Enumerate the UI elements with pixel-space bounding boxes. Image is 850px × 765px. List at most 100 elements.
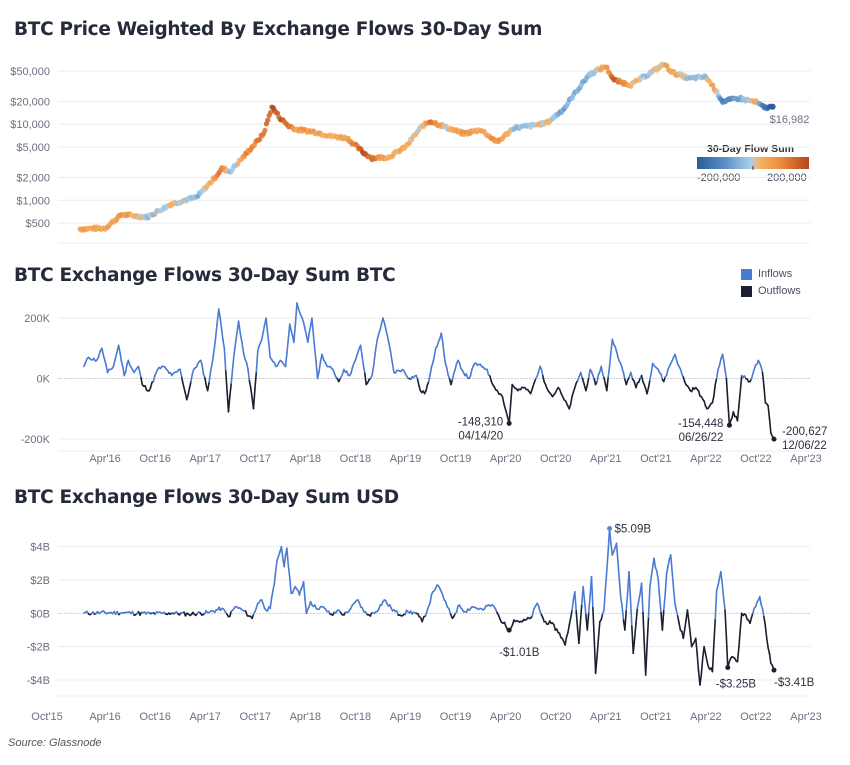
- btc-flow-segment: [429, 366, 433, 376]
- color-legend-title: 30-Day Flow Sum: [707, 143, 794, 155]
- btc-flow-segment: [311, 317, 315, 335]
- btc-flow-segment: [531, 382, 535, 390]
- usd-flow-segment: [699, 673, 703, 686]
- usd-flow-segment: [765, 637, 769, 649]
- btc-flow-segment: [443, 353, 447, 365]
- btc-flow-segment: [149, 381, 153, 389]
- btc-flow-segment: [697, 390, 701, 397]
- price-point: [267, 109, 274, 116]
- usd-flow-segment: [752, 607, 755, 615]
- btc-flow-segment: [286, 338, 290, 354]
- x-tick-label: Apr'23: [790, 453, 821, 465]
- annotation-value: -$3.41B: [774, 677, 815, 689]
- x-tick-label: Oct'22: [740, 711, 771, 723]
- btc-flow-segment: [359, 344, 363, 357]
- btc-flow-segment: [629, 371, 634, 380]
- usd-flow-segment: [640, 582, 644, 614]
- x-tick-label: Apr'22: [690, 711, 721, 723]
- btc-flow-segment: [646, 386, 650, 395]
- annotation-marker: [506, 420, 512, 426]
- btc-flow-segment: [217, 308, 221, 319]
- usd-flow-segment: [633, 622, 637, 640]
- outflows-swatch: [741, 285, 752, 297]
- usd-flow-segment: [604, 570, 608, 591]
- color-legend-min-label: -200,000: [697, 172, 741, 184]
- btc-flow-segment: [214, 323, 218, 342]
- btc-flow-segment: [124, 363, 128, 373]
- btc-flow-segment: [248, 379, 252, 389]
- x-tick-label: Apr'18: [290, 711, 321, 723]
- btc-flow-segment: [245, 361, 249, 371]
- btc-flow-segment: [350, 366, 354, 375]
- usd-flow-segment: [288, 576, 292, 595]
- x-tick-label: Oct'20: [540, 711, 571, 723]
- usd-flow-segment: [719, 570, 724, 584]
- btc-flow-segment: [362, 364, 366, 375]
- btc-flow-segment: [622, 372, 626, 381]
- btc-flow-segment: [284, 352, 288, 368]
- usd-flow-segment: [635, 607, 639, 625]
- btc-flow-segment: [714, 377, 718, 386]
- usd-flow-segment: [682, 628, 686, 640]
- btc-flow-segment: [219, 316, 223, 330]
- btc-flow-segment: [252, 388, 256, 410]
- btc-flow-segment: [574, 382, 578, 389]
- usd-flow-segment: [531, 608, 535, 617]
- usd-flow-segment: [421, 615, 425, 623]
- usd-flow-segment: [650, 566, 654, 578]
- btc-flow-segment: [138, 371, 142, 379]
- annotation-value: $5.09B: [615, 524, 652, 536]
- usd-flow-segment: [649, 576, 653, 588]
- usd-flow-segment: [304, 598, 308, 615]
- usd-flow-segment: [441, 594, 445, 601]
- x-tick-label: Oct'18: [340, 453, 371, 465]
- btc-flow-segment: [312, 332, 316, 350]
- btc-flow-segment: [117, 344, 121, 354]
- usd-flow-segment: [619, 595, 623, 607]
- y-tick-label: $2B: [30, 575, 50, 587]
- btc-flow-segment: [120, 360, 124, 368]
- btc-flow-segment: [140, 376, 144, 386]
- usd-flow-segment: [629, 597, 633, 628]
- btc-flow-segment: [569, 395, 573, 406]
- x-tick-label: Oct'17: [240, 453, 271, 465]
- btc-flow-segment: [201, 364, 205, 375]
- btc-flow-segment: [739, 374, 743, 393]
- btc-flow-segment: [603, 377, 607, 385]
- x-tick-label: Oct'17: [240, 711, 271, 723]
- usd-flow-segment: [672, 587, 676, 605]
- btc-flow-segment: [361, 354, 365, 367]
- legend-label-outflows: Outflows: [758, 285, 801, 297]
- usd-flow-segment: [608, 527, 612, 545]
- usd-flow-segment: [700, 657, 704, 675]
- btc-flow-segment: [385, 328, 389, 337]
- btc-flow-segment: [307, 332, 310, 344]
- usd-flow-segment: [647, 585, 651, 619]
- usd-flow-segment: [667, 558, 671, 568]
- btc-flow-segment: [721, 353, 725, 363]
- x-tick-label: Oct'22: [740, 453, 771, 465]
- usd-flow-segment: [596, 637, 600, 658]
- usd-flow-segment: [610, 542, 614, 556]
- btc-flow-segment: [446, 367, 450, 377]
- legend-item-inflows: Inflows: [741, 268, 792, 280]
- annotation-marker: [506, 627, 512, 633]
- x-tick-label: Oct'21: [640, 453, 671, 465]
- annotation-date: 04/14/20: [458, 430, 503, 442]
- usd-flow-segment: [625, 591, 629, 611]
- price-end-label: $16,982: [770, 114, 810, 126]
- usd-flow-segment: [656, 570, 660, 581]
- btc-flow-segment: [190, 373, 194, 383]
- usd-flow-segment: [721, 582, 725, 599]
- x-tick-label: Apr'20: [490, 711, 521, 723]
- price-point: [604, 64, 610, 70]
- annotation-value: -148,310: [458, 416, 503, 428]
- usd-flow-segment: [714, 589, 718, 620]
- btc-flow-segment: [607, 365, 611, 378]
- btc-flow-segment: [660, 373, 664, 381]
- btc-flow-segment: [458, 361, 462, 369]
- btc-flow-segment: [179, 368, 183, 379]
- usd-flow-segment: [579, 603, 583, 625]
- y-tick-label: $10,000: [10, 119, 50, 131]
- btc-flow-segment: [206, 381, 210, 392]
